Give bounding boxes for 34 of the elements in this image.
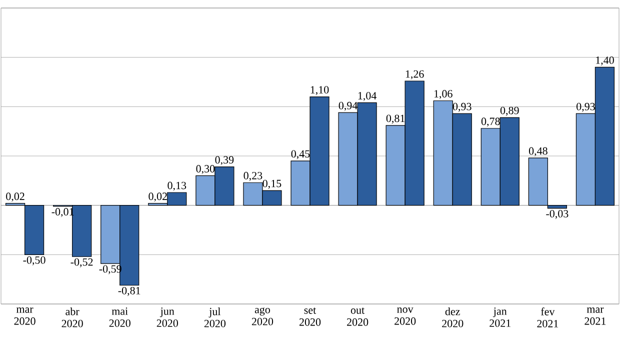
data-label: 0,48 <box>528 147 548 156</box>
data-label: 1,10 <box>310 86 329 96</box>
data-label: -0,81 <box>118 286 140 296</box>
data-label: 0,39 <box>215 156 234 166</box>
data-label: 0,89 <box>500 106 519 116</box>
x-tick-label: mar 2020 <box>14 308 36 325</box>
data-label: 1,26 <box>406 70 424 80</box>
data-label: 0,94 <box>338 102 358 111</box>
data-label: 1,04 <box>358 92 376 102</box>
x-tick-label: jul 2020 <box>204 308 226 328</box>
x-tick-label: out 2020 <box>347 308 368 326</box>
data-label: 0,23 <box>244 172 262 181</box>
data-label: 0,78 <box>481 118 500 127</box>
data-label: 0,15 <box>262 180 282 189</box>
data-label: -0,52 <box>70 258 93 268</box>
x-tick-label: nov 2020 <box>394 308 416 325</box>
x-tick-label: set 2020 <box>299 308 321 326</box>
data-label: 0,81 <box>386 114 405 124</box>
data-label: 1,40 <box>596 56 614 66</box>
x-tick-label: mar 2021 <box>584 308 606 325</box>
data-label: -0,03 <box>546 210 568 219</box>
x-tick-label: dez 2020 <box>442 308 464 328</box>
data-label: 0,02 <box>6 192 24 202</box>
data-label: 1,06 <box>434 90 452 100</box>
data-label: 0,93 <box>576 102 595 112</box>
x-tick-label: fev 2021 <box>537 308 558 328</box>
data-label: 0,13 <box>168 182 186 191</box>
x-tick-label: mai 2020 <box>109 308 130 327</box>
data-label: 0,02 <box>148 192 167 202</box>
data-label: -0,50 <box>23 256 46 266</box>
x-tick-label: jan 2021 <box>490 308 510 327</box>
x-tick-label: abr 2020 <box>62 308 83 328</box>
x-tick-label: jun 2020 <box>156 308 178 327</box>
x-tick-label: ago 2020 <box>252 308 274 326</box>
